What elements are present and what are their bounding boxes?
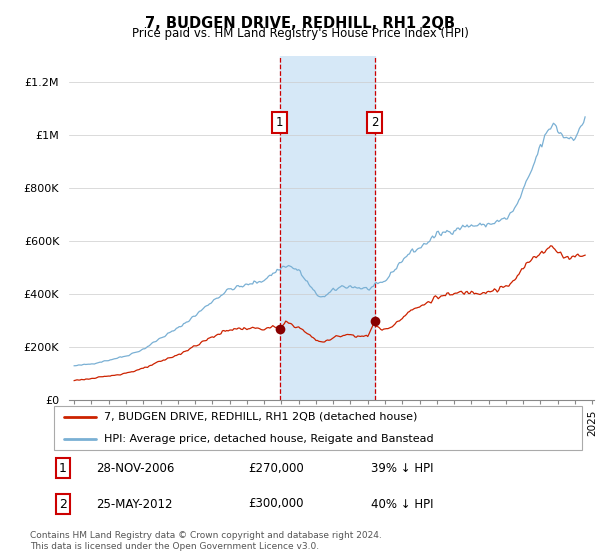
Text: 40% ↓ HPI: 40% ↓ HPI (371, 497, 434, 511)
Text: This data is licensed under the Open Government Licence v3.0.: This data is licensed under the Open Gov… (30, 542, 319, 551)
Text: £270,000: £270,000 (248, 462, 304, 475)
Text: Price paid vs. HM Land Registry's House Price Index (HPI): Price paid vs. HM Land Registry's House … (131, 27, 469, 40)
FancyBboxPatch shape (53, 406, 583, 450)
Bar (280, 56, 374, 400)
Text: 2: 2 (371, 116, 378, 129)
Text: £300,000: £300,000 (248, 497, 304, 511)
Text: 7, BUDGEN DRIVE, REDHILL, RH1 2QB (detached house): 7, BUDGEN DRIVE, REDHILL, RH1 2QB (detac… (104, 412, 418, 422)
Text: 28-NOV-2006: 28-NOV-2006 (97, 462, 175, 475)
Text: Contains HM Land Registry data © Crown copyright and database right 2024.: Contains HM Land Registry data © Crown c… (30, 531, 382, 540)
Text: 2: 2 (59, 497, 67, 511)
Text: HPI: Average price, detached house, Reigate and Banstead: HPI: Average price, detached house, Reig… (104, 434, 434, 444)
Text: 7, BUDGEN DRIVE, REDHILL, RH1 2QB: 7, BUDGEN DRIVE, REDHILL, RH1 2QB (145, 16, 455, 31)
Text: 1: 1 (276, 116, 284, 129)
Text: 39% ↓ HPI: 39% ↓ HPI (371, 462, 434, 475)
Text: 25-MAY-2012: 25-MAY-2012 (97, 497, 173, 511)
Text: 1: 1 (59, 462, 67, 475)
